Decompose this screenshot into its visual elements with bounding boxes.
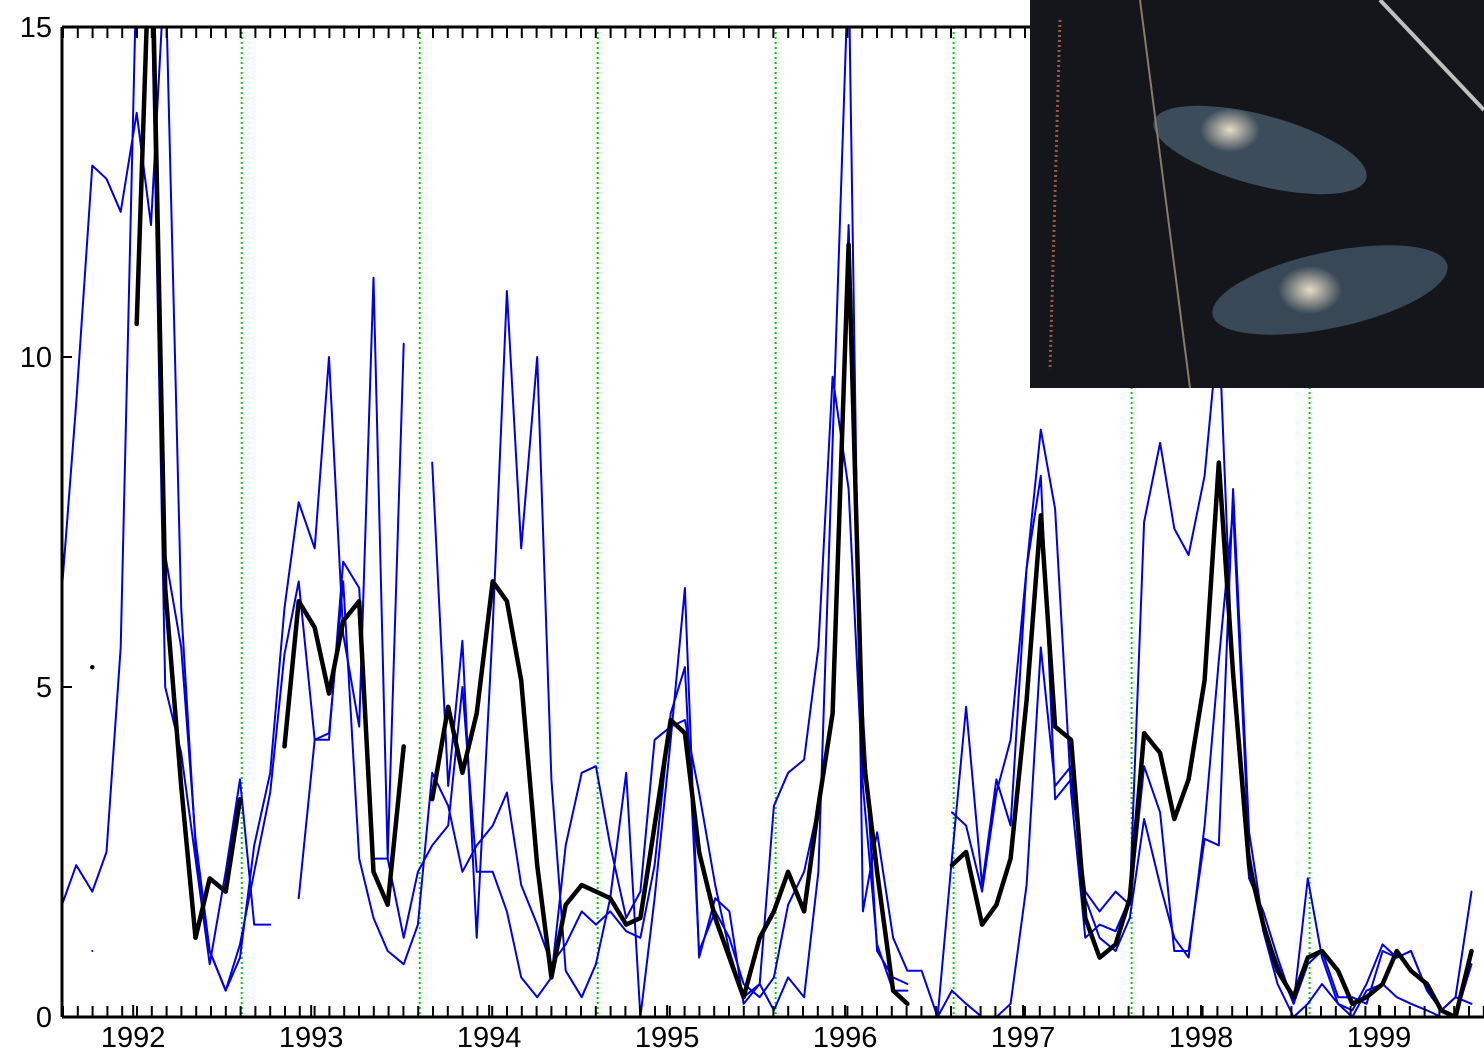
photo-shape	[1378, 0, 1484, 112]
x-tick-label: 1997	[991, 1022, 1056, 1054]
x-tick-label: 1996	[813, 1022, 878, 1054]
plot-area	[62, 27, 1474, 1017]
x-tick-label: 1994	[457, 1022, 522, 1054]
photo-shape	[1200, 108, 1260, 152]
photo-shape	[1278, 266, 1342, 314]
inset-photo	[1030, 0, 1484, 389]
x-tick-label: 1998	[1169, 1022, 1234, 1054]
x-tick-label: 1995	[635, 1022, 700, 1054]
y-tick-label: 5	[36, 672, 52, 704]
x-tick-label: 1992	[101, 1022, 166, 1054]
photo-shape	[1139, 0, 1191, 389]
y-tick-label: 10	[20, 342, 52, 374]
photo-shape	[1048, 19, 1062, 371]
series-line	[90, 27, 1474, 1017]
x-tick-label: 1993	[279, 1022, 344, 1054]
y-tick-label: 15	[20, 12, 52, 44]
y-tick-label: 0	[36, 1002, 52, 1034]
ticks: 0 5 10 15 1992 1993 1994 1995 1996 1997 1998 1999	[20, 12, 1412, 1054]
series-line	[62, 27, 1473, 1017]
x-tick-label: 1999	[1347, 1022, 1412, 1054]
series-line	[62, 27, 1473, 1012]
